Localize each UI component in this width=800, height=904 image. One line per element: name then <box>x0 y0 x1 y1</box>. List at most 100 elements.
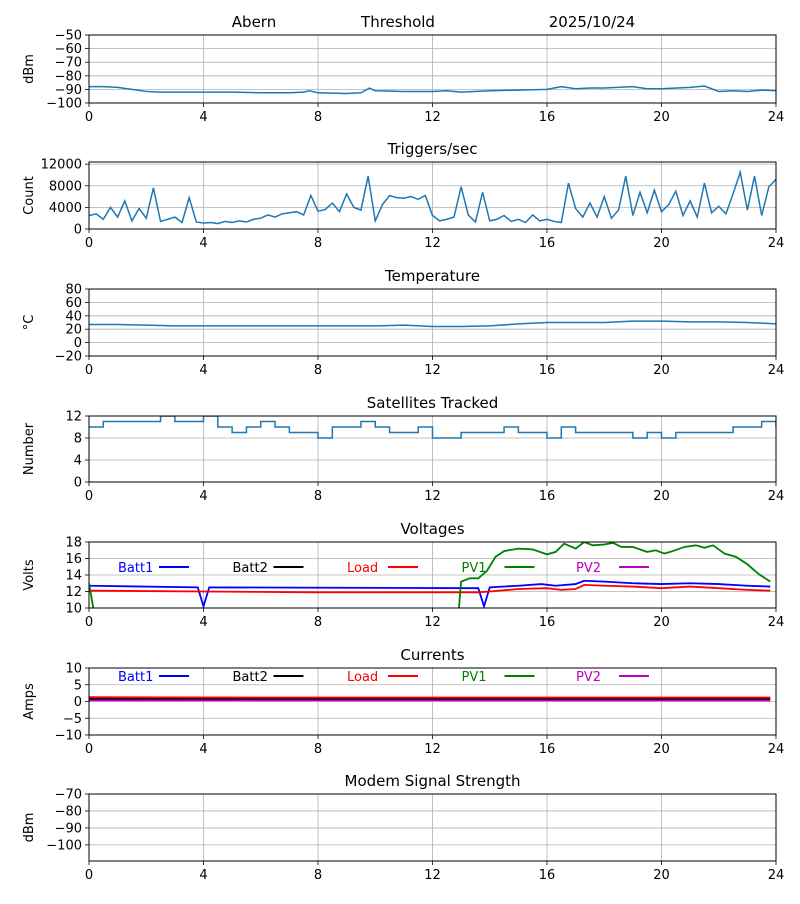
y-tick-label: 12 <box>65 585 82 600</box>
y-tick-label: −100 <box>46 838 82 853</box>
x-tick-label: 8 <box>314 110 322 125</box>
subplot-title: Voltages <box>400 520 464 538</box>
x-tick-label: 24 <box>768 868 785 883</box>
x-tick-label: 16 <box>539 363 556 378</box>
y-tick-label: 12 <box>65 410 82 425</box>
header-date: 2025/10/24 <box>549 13 635 31</box>
x-tick-label: 12 <box>424 110 441 125</box>
x-tick-label: 12 <box>424 868 441 883</box>
x-tick-label: 20 <box>653 868 670 883</box>
y-tick-label: −70 <box>55 788 82 803</box>
legend-label-batt1: Batt1 <box>118 561 153 576</box>
x-tick-label: 24 <box>768 363 785 378</box>
x-tick-label: 0 <box>85 868 93 883</box>
y-axis-label: Count <box>22 176 37 215</box>
y-tick-label: 18 <box>65 536 82 551</box>
legend-label-batt2: Batt2 <box>233 670 268 685</box>
y-tick-label: −20 <box>55 350 82 365</box>
x-tick-label: 12 <box>424 742 441 757</box>
x-tick-label: 12 <box>424 489 441 504</box>
y-tick-label: 12000 <box>41 158 82 173</box>
x-tick-label: 20 <box>653 110 670 125</box>
subplot-title: Triggers/sec <box>387 140 478 158</box>
x-tick-label: 20 <box>653 363 670 378</box>
x-tick-label: 0 <box>85 363 93 378</box>
y-tick-label: 0 <box>74 476 82 491</box>
x-tick-label: 20 <box>653 236 670 251</box>
y-axis-label: Volts <box>22 559 37 591</box>
x-tick-label: 4 <box>199 110 207 125</box>
y-tick-label: −80 <box>55 804 82 819</box>
x-tick-label: 16 <box>539 489 556 504</box>
x-tick-label: 8 <box>314 363 322 378</box>
y-tick-label: 8 <box>74 432 82 447</box>
x-tick-label: 4 <box>199 868 207 883</box>
x-tick-label: 12 <box>424 363 441 378</box>
y-tick-label: 16 <box>65 552 82 567</box>
legend-label-batt2: Batt2 <box>233 561 268 576</box>
x-tick-label: 24 <box>768 236 785 251</box>
y-tick-label: 0 <box>74 695 82 710</box>
header-mode: Threshold <box>360 13 435 31</box>
x-tick-label: 24 <box>768 742 785 757</box>
y-tick-label: 14 <box>65 569 82 584</box>
y-axis-label: dBm <box>22 54 37 84</box>
x-tick-label: 24 <box>768 489 785 504</box>
x-tick-label: 8 <box>314 236 322 251</box>
subplot-title: Temperature <box>384 267 480 285</box>
y-tick-label: 4000 <box>49 201 82 216</box>
x-tick-label: 12 <box>424 236 441 251</box>
x-tick-label: 20 <box>653 742 670 757</box>
subplot-title: Satellites Tracked <box>367 394 498 412</box>
subplot-title: Modem Signal Strength <box>345 772 521 790</box>
y-tick-label: 10 <box>65 602 82 617</box>
y-tick-label: 8000 <box>49 179 82 194</box>
x-tick-label: 0 <box>85 489 93 504</box>
legend-label-pv2: PV2 <box>576 670 601 685</box>
y-tick-label: −5 <box>63 712 82 727</box>
x-tick-label: 4 <box>199 742 207 757</box>
y-axis-label: Amps <box>22 683 37 720</box>
y-axis-label: °C <box>22 315 37 331</box>
x-tick-label: 16 <box>539 742 556 757</box>
legend-label-load: Load <box>347 561 378 576</box>
x-tick-label: 4 <box>199 236 207 251</box>
x-tick-label: 8 <box>314 868 322 883</box>
y-tick-label: −100 <box>46 97 82 112</box>
subplot-1: 0 4 8 12 16 20 24 12000 8000 4000 0 Triggers/sec Cou… <box>22 140 784 251</box>
x-tick-label: 20 <box>653 615 670 630</box>
y-axis-label: Number <box>22 422 37 475</box>
x-tick-label: 0 <box>85 236 93 251</box>
x-tick-label: 24 <box>768 110 785 125</box>
x-tick-label: 16 <box>539 236 556 251</box>
y-tick-label: 5 <box>74 678 82 693</box>
series-line-batt1 <box>89 581 770 607</box>
x-tick-label: 8 <box>314 742 322 757</box>
legend-label-batt1: Batt1 <box>118 670 153 685</box>
legend-label-pv1: PV1 <box>462 670 487 685</box>
x-tick-label: 0 <box>85 110 93 125</box>
legend-label-pv1: PV1 <box>462 561 487 576</box>
x-tick-label: 8 <box>314 489 322 504</box>
y-tick-label: −10 <box>55 729 82 744</box>
x-tick-label: 0 <box>85 742 93 757</box>
header-station: Abern <box>232 13 276 31</box>
y-tick-label: 0 <box>74 223 82 238</box>
x-tick-label: 0 <box>85 615 93 630</box>
x-tick-label: 4 <box>199 615 207 630</box>
x-tick-label: 16 <box>539 110 556 125</box>
x-tick-label: 4 <box>199 489 207 504</box>
x-tick-label: 20 <box>653 489 670 504</box>
subplot-title: Currents <box>400 646 464 664</box>
series-line-pv1 <box>89 542 770 616</box>
x-tick-label: 4 <box>199 363 207 378</box>
x-tick-label: 16 <box>539 868 556 883</box>
x-tick-label: 12 <box>424 615 441 630</box>
